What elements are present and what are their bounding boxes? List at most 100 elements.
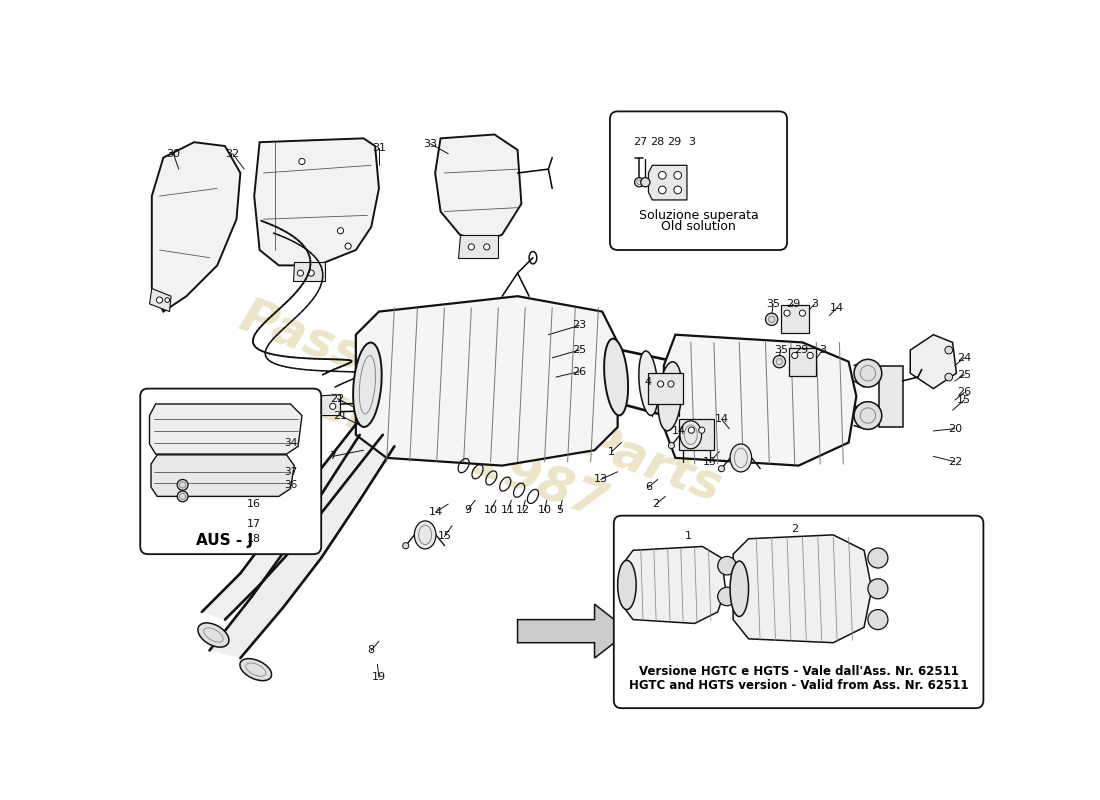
Ellipse shape (415, 521, 436, 549)
Polygon shape (308, 394, 341, 415)
Text: 15: 15 (438, 531, 451, 542)
Polygon shape (911, 334, 957, 389)
Polygon shape (241, 527, 298, 585)
Polygon shape (326, 435, 395, 500)
Text: 13: 13 (594, 474, 607, 485)
Ellipse shape (945, 373, 953, 381)
Text: 35: 35 (767, 299, 780, 309)
Text: 8: 8 (367, 646, 375, 655)
Polygon shape (789, 348, 816, 375)
Text: 21: 21 (333, 410, 348, 421)
Text: 10: 10 (484, 506, 497, 515)
Text: 14: 14 (429, 507, 443, 517)
Polygon shape (152, 142, 241, 312)
Ellipse shape (674, 171, 682, 179)
Ellipse shape (240, 658, 272, 681)
Ellipse shape (177, 491, 188, 502)
Polygon shape (664, 334, 856, 466)
Text: 28: 28 (650, 138, 664, 147)
Text: 10: 10 (538, 506, 551, 515)
Text: 31: 31 (372, 143, 386, 154)
Ellipse shape (868, 610, 888, 630)
Text: 15: 15 (957, 395, 971, 405)
Ellipse shape (689, 427, 694, 434)
Ellipse shape (730, 444, 751, 472)
Polygon shape (649, 166, 686, 200)
Polygon shape (209, 597, 283, 658)
Ellipse shape (807, 353, 813, 358)
Text: 1: 1 (685, 531, 692, 542)
Polygon shape (733, 535, 871, 642)
Text: 17: 17 (248, 519, 262, 529)
Ellipse shape (730, 561, 749, 617)
Text: 11: 11 (500, 506, 515, 515)
Text: HGTC and HGTS version - Valid from Ass. Nr. 62511: HGTC and HGTS version - Valid from Ass. … (629, 678, 968, 691)
Text: Passione for Parts
since 1987: Passione for Parts since 1987 (214, 291, 728, 562)
Text: 1: 1 (608, 446, 615, 457)
Text: 4: 4 (645, 378, 652, 387)
Text: 15: 15 (703, 457, 717, 466)
Text: 26: 26 (572, 366, 586, 377)
Text: 9: 9 (464, 506, 471, 515)
Text: Versione HGTC e HGTS - Vale dall'Ass. Nr. 62511: Versione HGTC e HGTS - Vale dall'Ass. Nr… (639, 666, 958, 678)
Ellipse shape (945, 346, 953, 354)
Ellipse shape (345, 243, 351, 250)
Text: 14: 14 (672, 426, 686, 436)
Text: 14: 14 (715, 414, 728, 424)
Ellipse shape (297, 270, 304, 276)
Ellipse shape (668, 381, 674, 387)
Text: 23: 23 (572, 321, 586, 330)
Polygon shape (293, 262, 326, 281)
Ellipse shape (403, 542, 409, 549)
Ellipse shape (299, 158, 305, 165)
Text: 25: 25 (957, 370, 971, 380)
Polygon shape (436, 134, 521, 242)
Text: 34: 34 (284, 438, 297, 447)
Ellipse shape (792, 353, 798, 358)
Ellipse shape (330, 403, 336, 410)
Text: 3: 3 (820, 345, 826, 355)
Text: 37: 37 (284, 466, 297, 477)
Ellipse shape (659, 171, 667, 179)
Ellipse shape (773, 355, 785, 368)
Ellipse shape (680, 421, 702, 449)
Ellipse shape (868, 578, 888, 599)
Text: 2: 2 (791, 524, 799, 534)
Ellipse shape (338, 228, 343, 234)
Text: 3: 3 (689, 138, 695, 147)
Ellipse shape (469, 244, 474, 250)
Text: AUS - J: AUS - J (197, 533, 253, 548)
Text: 22: 22 (948, 457, 962, 466)
Ellipse shape (674, 186, 682, 194)
Text: 33: 33 (424, 138, 438, 149)
Ellipse shape (262, 528, 273, 538)
Ellipse shape (618, 560, 636, 610)
Ellipse shape (315, 403, 320, 410)
Polygon shape (621, 546, 726, 623)
Polygon shape (150, 289, 172, 312)
Text: 5: 5 (557, 506, 563, 515)
Text: 29: 29 (786, 299, 801, 309)
Text: 19: 19 (372, 672, 386, 682)
Ellipse shape (717, 587, 736, 606)
Text: 6: 6 (645, 482, 652, 492)
Ellipse shape (658, 381, 663, 387)
Ellipse shape (353, 342, 382, 427)
Ellipse shape (717, 557, 736, 575)
Text: Soluzione superata: Soluzione superata (639, 209, 758, 222)
Polygon shape (275, 474, 341, 542)
Text: 25: 25 (572, 345, 586, 355)
Ellipse shape (766, 313, 778, 326)
Ellipse shape (604, 338, 628, 415)
Polygon shape (202, 574, 260, 619)
Ellipse shape (640, 178, 650, 187)
Ellipse shape (198, 623, 229, 647)
Polygon shape (150, 404, 301, 454)
Ellipse shape (262, 538, 273, 550)
Polygon shape (252, 542, 321, 608)
Ellipse shape (698, 427, 705, 434)
Text: 29: 29 (668, 138, 682, 147)
Polygon shape (649, 373, 683, 404)
Ellipse shape (800, 310, 805, 316)
Text: 29: 29 (794, 345, 808, 355)
